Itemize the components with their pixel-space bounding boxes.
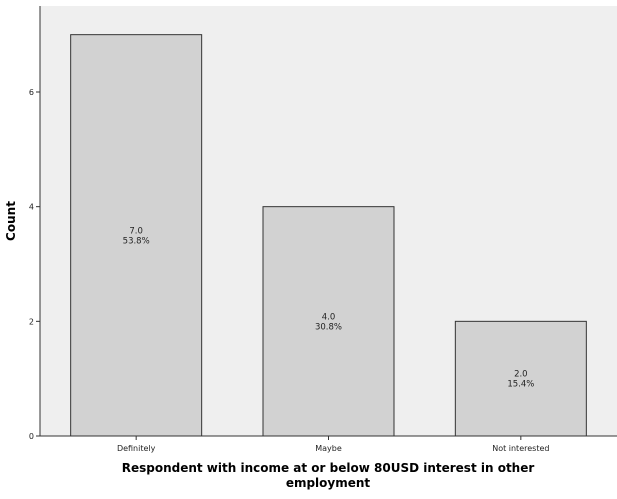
y-ticks: 0 2 4 6: [29, 88, 40, 441]
x-axis-title-line-2: employment: [286, 476, 371, 490]
bar-percent-label: 53.8%: [123, 236, 150, 246]
bar: [262, 206, 395, 437]
bar-value-label: 4.0: [322, 312, 336, 322]
bar-percent-label: 15.4%: [507, 380, 534, 390]
x-ticks: Definitely Maybe Not interested: [117, 436, 549, 453]
bar: [70, 34, 203, 437]
y-tick-label: 0: [29, 432, 34, 441]
y-tick-label: 6: [29, 88, 34, 97]
y-axis-title: Count: [4, 201, 18, 241]
bar: [454, 320, 587, 437]
x-axis-title-line-1: Respondent with income at or below 80USD…: [122, 461, 535, 475]
y-tick-label: 4: [29, 203, 34, 212]
x-tick-label: Definitely: [117, 444, 156, 453]
bar-percent-label: 30.8%: [315, 322, 342, 332]
bars: 7.053.8% 4.030.8% 2.015.4%: [70, 34, 587, 437]
x-tick-label: Maybe: [315, 444, 342, 453]
x-tick-label: Not interested: [492, 444, 549, 453]
y-tick-label: 2: [29, 317, 34, 326]
bar-value-label: 2.0: [514, 370, 528, 380]
bar-value-label: 7.0: [129, 226, 143, 236]
